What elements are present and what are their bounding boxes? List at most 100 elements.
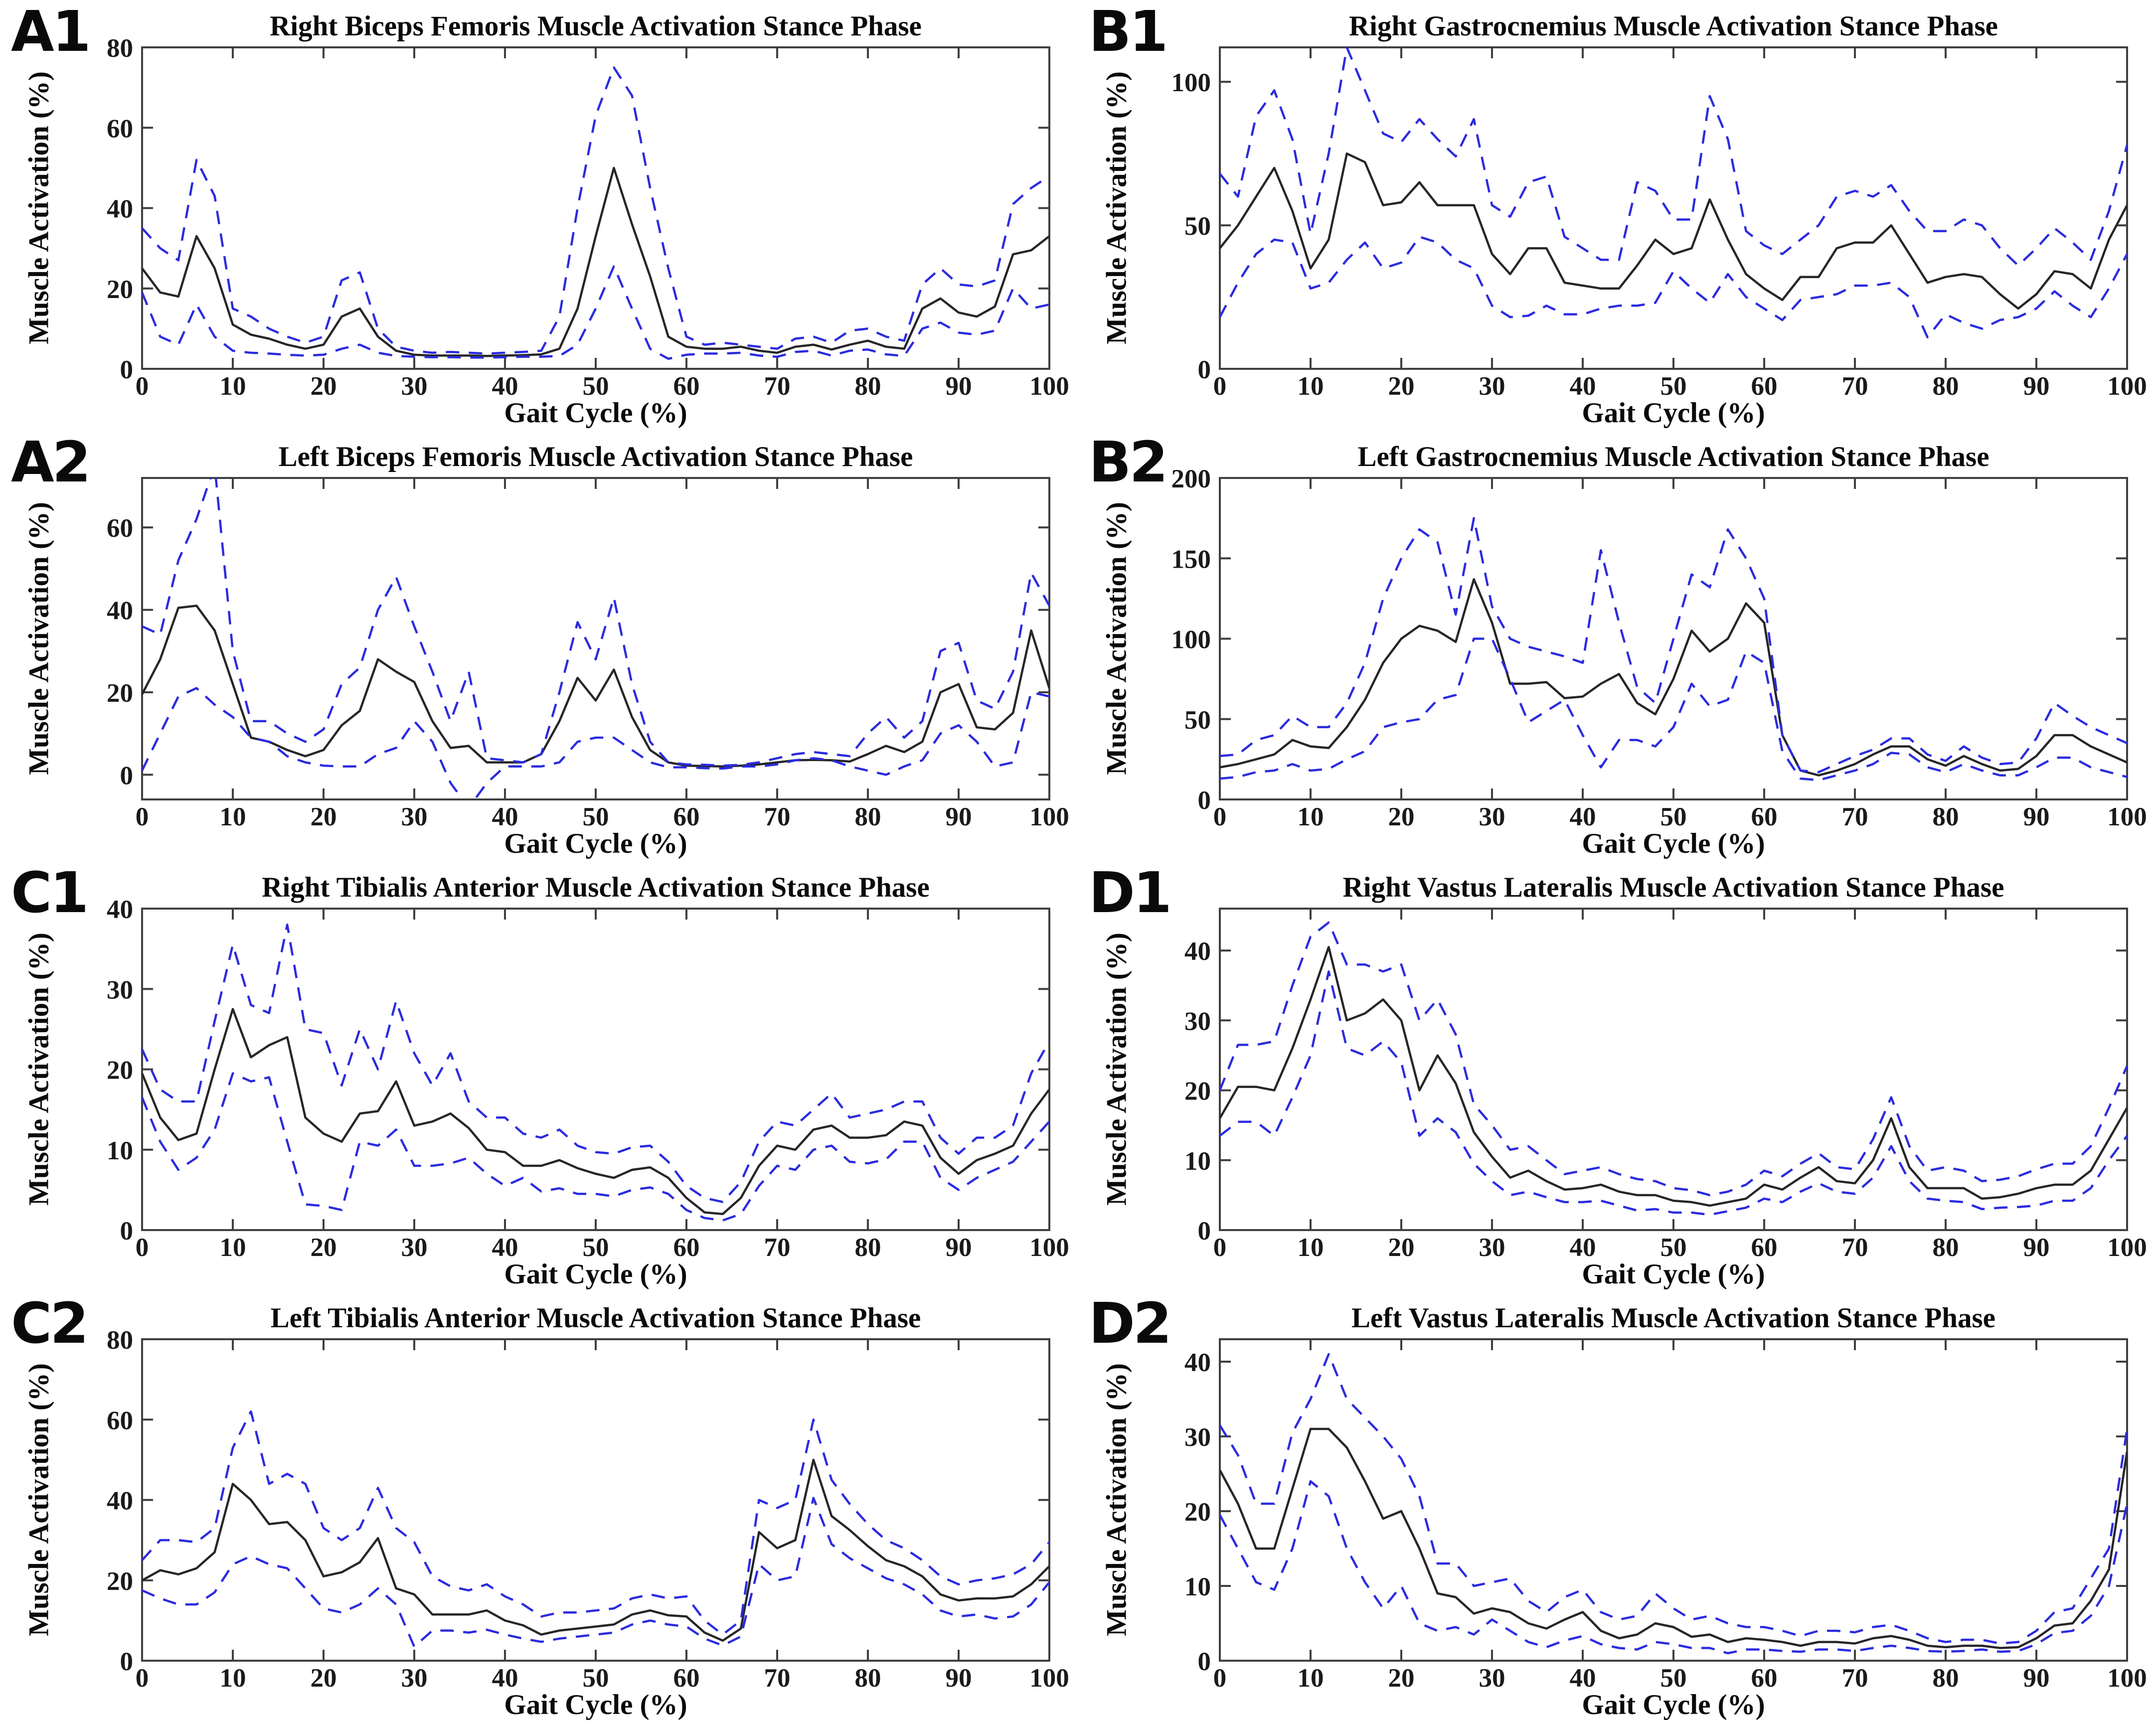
x-tick-label: 0 — [1213, 372, 1227, 401]
panel-label-b1: B1 — [1089, 0, 1168, 64]
y-tick-label: 200 — [1171, 465, 1211, 493]
axis-frame — [141, 1338, 1050, 1662]
y-tick-label: 0 — [1198, 1217, 1211, 1246]
y-tick-label: 60 — [107, 114, 133, 143]
x-tick-label: 90 — [946, 1233, 972, 1262]
panel-label-b2: B2 — [1089, 430, 1168, 495]
x-tick-label: 70 — [764, 372, 791, 401]
x-tick-label: 0 — [136, 1664, 149, 1693]
x-tick-label: 0 — [136, 372, 149, 401]
x-tick-label: 0 — [1213, 1233, 1227, 1262]
x-tick-label: 60 — [673, 1664, 700, 1693]
upper-sd-line — [142, 1410, 1049, 1636]
x-axis-label: Gait Cycle (%) — [504, 397, 687, 429]
x-tick-label: 20 — [1388, 1664, 1415, 1693]
y-tick-label: 20 — [1184, 1077, 1211, 1106]
x-tick-label: 60 — [1751, 1664, 1778, 1693]
x-tick-label: 100 — [2107, 1233, 2147, 1262]
panel-label-d1: D1 — [1089, 861, 1172, 926]
panel-label-c2: C2 — [11, 1291, 89, 1356]
x-tick-label: 70 — [1842, 372, 1868, 401]
x-tick-label: 100 — [2107, 372, 2147, 401]
x-tick-label: 30 — [401, 1233, 428, 1262]
x-tick-label: 60 — [673, 802, 700, 831]
chart-title: Left Biceps Femoris Muscle Activation St… — [278, 441, 913, 472]
line-chart-canvas: 0 10 20 30 40 50 60 70 80 90 100 0 50 100 — [1171, 46, 2147, 401]
lower-sd-line — [1220, 1480, 2127, 1655]
x-tick-label: 80 — [855, 1664, 881, 1693]
y-tick-label: 50 — [1184, 706, 1211, 735]
x-tick-label: 90 — [946, 802, 972, 831]
y-tick-label: 20 — [1184, 1498, 1211, 1527]
x-axis-label: Gait Cycle (%) — [1582, 397, 1765, 429]
line-chart-canvas: 0 10 20 30 40 50 60 70 80 90 100 0 10 20 30 40 — [1184, 908, 2147, 1262]
x-tick-label: 10 — [1298, 1233, 1324, 1262]
panel-label-d2: D2 — [1089, 1291, 1172, 1356]
lower-sd-line — [1220, 235, 2127, 338]
line-chart-canvas: 0 10 20 30 40 50 60 70 80 90 100 0 20 40 60 80 — [107, 34, 1069, 401]
upper-sd-line — [1220, 921, 2127, 1197]
upper-sd-line — [142, 924, 1049, 1203]
y-tick-label: 0 — [120, 355, 134, 384]
x-tick-label: 100 — [1029, 1664, 1069, 1693]
x-tick-label: 50 — [583, 1664, 609, 1693]
line-chart-canvas: 0 10 20 30 40 50 60 70 80 90 100 0 20 40 60 80 — [107, 1326, 1069, 1693]
x-axis-label: Gait Cycle (%) — [1582, 1689, 1765, 1721]
panel-a1: A1 Right Biceps Femoris Muscle Activatio… — [0, 0, 1078, 431]
x-tick-label: 60 — [673, 372, 700, 401]
y-tick-label: 40 — [107, 597, 133, 626]
x-tick-label: 30 — [401, 1664, 428, 1693]
x-tick-label: 100 — [2107, 802, 2147, 831]
x-tick-label: 80 — [1933, 372, 1959, 401]
y-tick-label: 150 — [1171, 545, 1211, 574]
line-chart-canvas: 0 10 20 30 40 50 60 70 80 90 100 0 10 20 30 40 — [107, 895, 1069, 1262]
panel-c1: C1 Right Tibialis Anterior Muscle Activa… — [0, 861, 1078, 1292]
y-tick-label: 80 — [107, 1326, 133, 1355]
upper-sd-line — [142, 66, 1049, 355]
x-tick-label: 80 — [1933, 802, 1959, 831]
x-axis-label: Gait Cycle (%) — [1582, 828, 1765, 859]
x-tick-label: 90 — [2023, 1664, 2050, 1693]
x-tick-label: 20 — [1388, 802, 1415, 831]
y-tick-label: 20 — [107, 1056, 133, 1085]
y-tick-label: 30 — [1184, 1007, 1211, 1036]
panel-b2: B2 Left Gastrocnemius Muscle Activation … — [1078, 431, 2156, 861]
line-chart-canvas: 0 10 20 30 40 50 60 70 80 90 100 0 20 40 60 — [107, 477, 1069, 831]
y-tick-label: 30 — [107, 975, 133, 1004]
mean-line — [142, 605, 1049, 768]
y-tick-label: 0 — [1198, 355, 1211, 384]
upper-sd-line — [142, 478, 1049, 767]
x-tick-label: 30 — [1479, 372, 1505, 401]
panel-c2: C2 Left Tibialis Anterior Muscle Activat… — [0, 1292, 1078, 1723]
y-tick-label: 40 — [107, 1487, 133, 1516]
chart-title: Left Gastrocnemius Muscle Activation Sta… — [1357, 441, 1990, 472]
x-tick-label: 10 — [220, 1233, 246, 1262]
x-tick-label: 60 — [1751, 802, 1778, 831]
x-tick-label: 50 — [1660, 802, 1687, 831]
x-tick-label: 30 — [1479, 1664, 1505, 1693]
x-tick-label: 30 — [401, 372, 428, 401]
axis-frame — [1219, 1338, 2128, 1662]
x-tick-label: 90 — [946, 372, 972, 401]
x-tick-label: 70 — [764, 1233, 791, 1262]
x-tick-label: 0 — [1213, 802, 1227, 831]
y-tick-label: 20 — [107, 275, 133, 304]
x-tick-label: 100 — [2107, 1664, 2147, 1693]
y-tick-label: 0 — [1198, 786, 1211, 815]
lower-sd-line — [142, 1072, 1049, 1222]
panel-label-a2: A2 — [11, 430, 91, 495]
chart-title: Right Gastrocnemius Muscle Activation St… — [1349, 10, 1998, 42]
y-tick-label: 40 — [1184, 1348, 1211, 1377]
x-tick-label: 20 — [311, 372, 337, 401]
x-tick-label: 50 — [583, 1233, 609, 1262]
x-tick-label: 90 — [2023, 802, 2050, 831]
x-tick-label: 100 — [1029, 1233, 1069, 1262]
panel-label-a1: A1 — [11, 0, 91, 64]
x-tick-label: 10 — [220, 1664, 246, 1693]
x-tick-label: 50 — [1660, 1233, 1687, 1262]
y-tick-label: 0 — [120, 1647, 134, 1676]
y-tick-label: 100 — [1171, 626, 1211, 654]
x-tick-label: 80 — [1933, 1233, 1959, 1262]
mean-line — [1220, 945, 2127, 1207]
